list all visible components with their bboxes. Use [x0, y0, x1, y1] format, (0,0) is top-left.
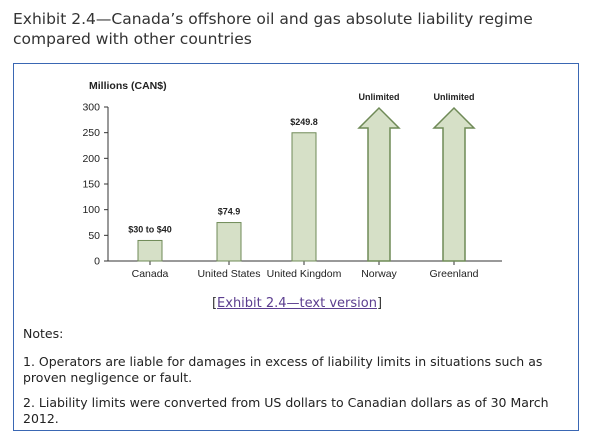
bar-united-states — [216, 222, 242, 262]
exhibit-panel: Millions (CAN$) 0 50 100 150 200 250 300 Canad… — [13, 63, 579, 431]
y-axis-label: Millions (CAN$) — [89, 80, 167, 92]
link-bracket-open: [ — [211, 296, 218, 311]
y-tick-label: 300 — [82, 102, 100, 114]
bar-chart: Millions (CAN$) 0 50 100 150 200 250 300 Canad… — [82, 80, 502, 280]
page-title: Exhibit 2.4—Canada’s offshore oil and ga… — [13, 10, 533, 48]
bar-canada — [137, 239, 163, 262]
bar-unlimited-arrow — [357, 106, 401, 262]
data-label: Unlimited — [433, 92, 474, 102]
note-item-1: 1. Operators are liable for damages in e… — [23, 354, 543, 385]
bar-united-kingdom — [291, 132, 317, 262]
notes-section: Notes: 1. Operators are liable for damag… — [23, 326, 568, 436]
data-label: $30 to $40 — [128, 224, 172, 234]
text-version-link-row: [Exhibit 2.4—text version] — [14, 296, 580, 311]
data-label: $249.8 — [290, 117, 318, 127]
y-tick-label: 150 — [82, 179, 100, 191]
x-tick-label-united-kingdom: United Kingdom — [267, 268, 342, 280]
note-item-2: 2. Liability limits were converted from … — [23, 395, 549, 426]
notes-heading: Notes: — [23, 326, 64, 341]
bar-unlimited-arrow — [432, 106, 476, 262]
data-label: Unlimited — [358, 92, 399, 102]
y-tick-label: 100 — [82, 204, 100, 216]
x-tick-label-norway: Norway — [361, 268, 397, 280]
x-tick-label-greenland: Greenland — [429, 268, 478, 280]
x-tick-label-united-states: United States — [197, 268, 260, 280]
y-tick-label: 250 — [82, 127, 100, 139]
y-tick-label: 50 — [88, 230, 100, 242]
x-tick-label-canada: Canada — [132, 268, 169, 280]
data-label: $74.9 — [218, 207, 241, 217]
y-tick-label: 200 — [82, 153, 100, 165]
link-bracket-close: ] — [376, 296, 383, 311]
text-version-link[interactable]: Exhibit 2.4—text version — [217, 296, 377, 311]
y-tick-label: 0 — [94, 256, 100, 268]
